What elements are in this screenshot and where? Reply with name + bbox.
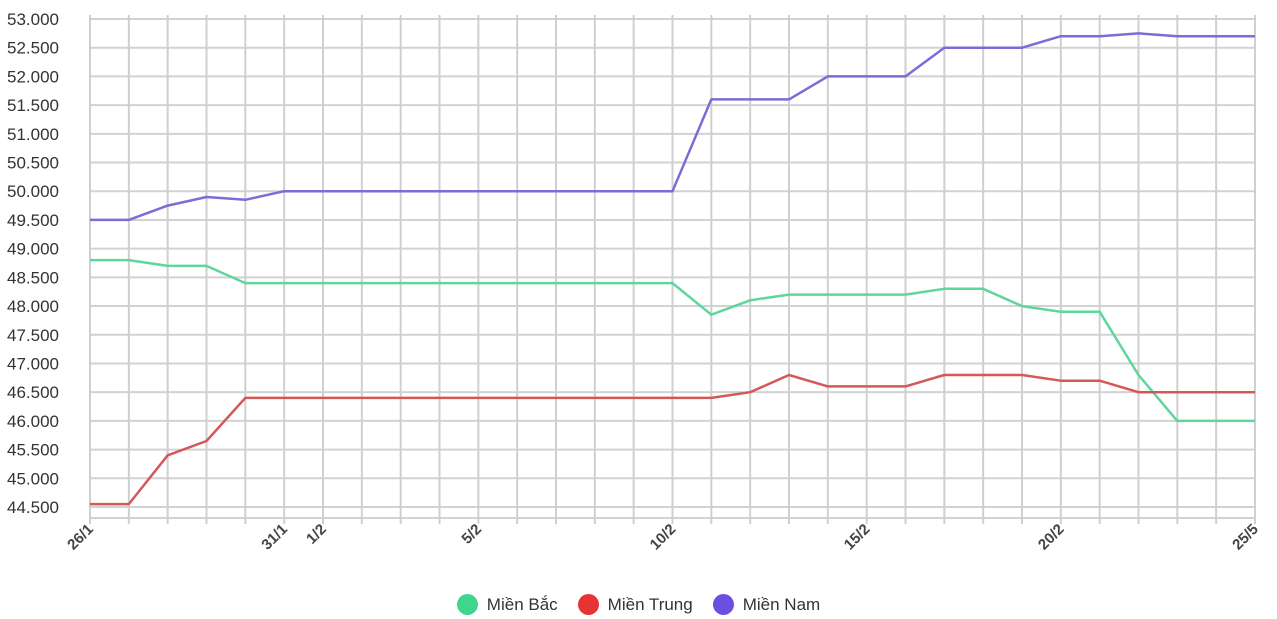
y-tick-label: 52.000 — [7, 67, 59, 86]
legend-item-mien-nam[interactable]: Miền Nam — [712, 594, 821, 615]
series-line-1 — [90, 373, 1255, 506]
y-tick-label: 49.000 — [7, 240, 59, 259]
series-line-2 — [90, 32, 1255, 222]
y-tick-label: 48.500 — [7, 268, 59, 287]
legend-label-mien-bac: Miền Bắc — [486, 594, 558, 614]
y-tick-label: 46.000 — [7, 412, 59, 431]
legend-item-mien-trung[interactable]: Miền Trung — [577, 594, 693, 615]
y-tick-label: 46.500 — [7, 383, 59, 402]
y-tick-label: 47.500 — [7, 326, 59, 345]
x-tick-label: 20/2 — [1035, 521, 1068, 554]
legend-item-mien-bac[interactable]: Miền Bắc — [456, 594, 558, 615]
y-tick-label: 53.000 — [7, 10, 59, 29]
legend-marker-mien-nam — [712, 594, 734, 615]
x-tick-label: 31/1 — [258, 521, 291, 554]
x-tick-label: 26/1 — [64, 521, 97, 554]
legend: Miền Bắc Miền Trung Miền Nam — [0, 594, 1277, 615]
x-tick-label: 5/2 — [458, 521, 485, 548]
y-tick-label: 50.500 — [7, 154, 59, 173]
x-tick-label: 25/5 — [1229, 521, 1262, 554]
y-tick-label: 47.000 — [7, 354, 59, 373]
x-tick-label: 10/2 — [647, 521, 680, 554]
y-tick-label: 48.000 — [7, 297, 59, 316]
series-line-0 — [90, 258, 1255, 423]
y-tick-label: 51.500 — [7, 96, 59, 115]
legend-label-mien-trung: Miền Trung — [607, 594, 693, 614]
y-tick-label: 51.000 — [7, 125, 59, 144]
line-chart: 53.000 52.500 52.000 51.500 51.000 50.500 50.0… — [7, 10, 1262, 554]
y-tick-label: 44.500 — [7, 498, 59, 517]
y-tick-label: 52.500 — [7, 39, 59, 58]
y-tick-label: 45.000 — [7, 469, 59, 488]
x-tick-label: 1/2 — [303, 521, 330, 548]
legend-label-mien-nam: Miền Nam — [742, 594, 821, 614]
legend-marker-mien-trung — [577, 594, 599, 615]
y-tick-label: 45.500 — [7, 441, 59, 460]
y-tick-label: 49.500 — [7, 211, 59, 230]
legend-marker-mien-bac — [456, 594, 478, 615]
x-tick-label: 15/2 — [841, 521, 874, 554]
y-tick-label: 50.000 — [7, 182, 59, 201]
